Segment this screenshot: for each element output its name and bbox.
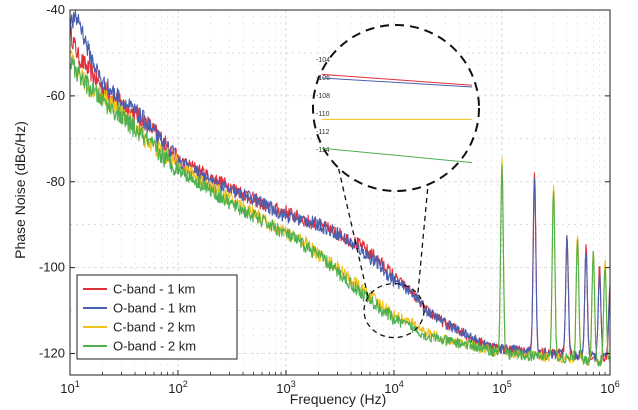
x-tick-label: 103 bbox=[276, 379, 295, 396]
zoom-region-circle bbox=[363, 282, 425, 339]
series-layer bbox=[69, 10, 611, 367]
y-tick-label: -60 bbox=[46, 88, 65, 103]
inset-tick-label: -114 bbox=[316, 147, 330, 154]
inset-tick-label: -108 bbox=[316, 93, 330, 100]
y-tick-label: -100 bbox=[39, 260, 65, 275]
inset-tick-label: -104 bbox=[316, 57, 330, 64]
zoom-inset: -104-106-108-110-112-114 bbox=[312, 24, 480, 339]
inset-series-line-0 bbox=[321, 73, 473, 86]
inset-circle bbox=[312, 24, 480, 192]
plot-frame bbox=[69, 9, 611, 376]
x-tick-label: 101 bbox=[60, 379, 79, 396]
inset-tick-label: -112 bbox=[316, 129, 330, 136]
y-axis-title: Phase Noise (dBc/Hz) bbox=[12, 121, 28, 259]
legend-label-0: C-band - 1 km bbox=[113, 282, 195, 297]
legend-label-1: O-band - 1 km bbox=[113, 301, 196, 316]
legend: C-band - 1 km O-band - 1 km C-band - 2 km O… bbox=[76, 274, 238, 360]
x-tick-label: 102 bbox=[168, 379, 187, 396]
y-tick-label: -80 bbox=[46, 174, 65, 189]
x-axis-title: Frequency (Hz) bbox=[290, 391, 386, 407]
y-tick-label: -40 bbox=[46, 2, 65, 17]
series-line-1 bbox=[69, 10, 611, 363]
x-tick-label: 105 bbox=[492, 379, 511, 396]
y-tick-label: -120 bbox=[39, 346, 65, 361]
zoom-connector-left bbox=[337, 165, 369, 297]
series-line-3 bbox=[69, 56, 610, 367]
zoom-connector-right bbox=[417, 184, 429, 293]
x-tick-label: 104 bbox=[384, 379, 403, 396]
x-tick-label: 106 bbox=[600, 379, 619, 396]
axes: -120 -100 -80 -60 -40 101 102 103 104 105 106 bbox=[39, 2, 620, 396]
legend-label-3: O-band - 2 km bbox=[113, 339, 196, 354]
legend-label-2: C-band - 2 km bbox=[113, 320, 195, 335]
inset-tick-label: -110 bbox=[316, 111, 330, 118]
inset-series-line-1 bbox=[321, 77, 473, 88]
inset-series-line-3 bbox=[321, 147, 473, 164]
